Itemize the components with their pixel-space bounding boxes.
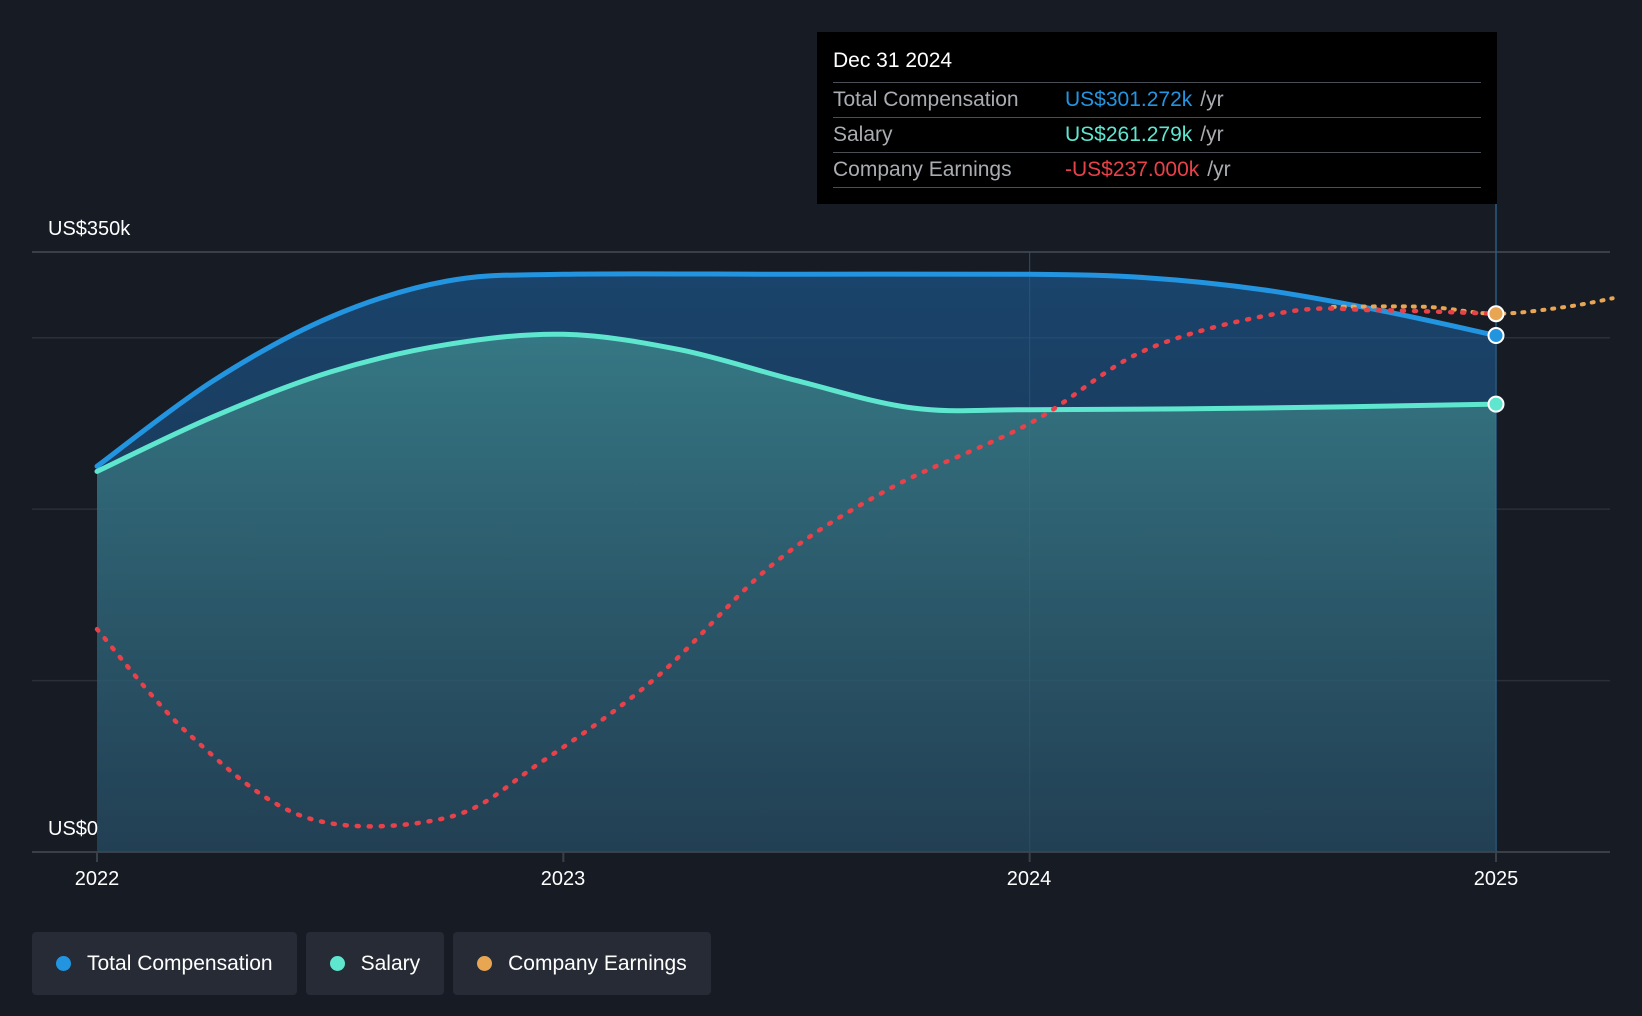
x-tick-label-2025: 2025 bbox=[1474, 868, 1519, 890]
tooltip-value: -US$237.000k bbox=[1065, 158, 1199, 182]
y-tick-label-zero: US$0 bbox=[48, 818, 98, 840]
y-tick-label-max: US$350k bbox=[48, 218, 131, 240]
x-tick-label-2022: 2022 bbox=[75, 868, 120, 890]
legend-label: Total Compensation bbox=[87, 952, 273, 976]
company-earnings-marker bbox=[1489, 306, 1504, 321]
chart-legend: Total Compensation Salary Company Earnin… bbox=[32, 932, 711, 995]
tooltip-label: Total Compensation bbox=[833, 88, 1065, 112]
x-tick-label-2023: 2023 bbox=[541, 868, 586, 890]
salary-marker bbox=[1489, 397, 1504, 412]
total-compensation-marker bbox=[1489, 328, 1504, 343]
legend-dot-icon bbox=[56, 956, 71, 971]
tooltip-label: Salary bbox=[833, 123, 1065, 147]
tooltip-value: US$261.279k bbox=[1065, 123, 1192, 147]
tooltip-row-total: Total Compensation US$301.272k /yr bbox=[833, 82, 1481, 117]
tooltip-date: Dec 31 2024 bbox=[833, 46, 1481, 82]
tooltip-row-earnings: Company Earnings -US$237.000k /yr bbox=[833, 152, 1481, 188]
tooltip-label: Company Earnings bbox=[833, 158, 1065, 182]
tooltip-unit: /yr bbox=[1207, 158, 1230, 182]
legend-dot-icon bbox=[330, 956, 345, 971]
legend-label: Salary bbox=[361, 952, 421, 976]
legend-dot-icon bbox=[477, 956, 492, 971]
legend-item-company-earnings[interactable]: Company Earnings bbox=[453, 932, 711, 995]
legend-item-salary[interactable]: Salary bbox=[306, 932, 445, 995]
x-tick-label-2024: 2024 bbox=[1007, 868, 1052, 890]
tooltip-unit: /yr bbox=[1200, 123, 1223, 147]
legend-item-total-compensation[interactable]: Total Compensation bbox=[32, 932, 297, 995]
tooltip-row-salary: Salary US$261.279k /yr bbox=[833, 117, 1481, 152]
tooltip-unit: /yr bbox=[1200, 88, 1223, 112]
chart-tooltip: Dec 31 2024 Total Compensation US$301.27… bbox=[817, 32, 1497, 204]
salary-area bbox=[97, 334, 1496, 852]
legend-label: Company Earnings bbox=[508, 952, 687, 976]
tooltip-value: US$301.272k bbox=[1065, 88, 1192, 112]
